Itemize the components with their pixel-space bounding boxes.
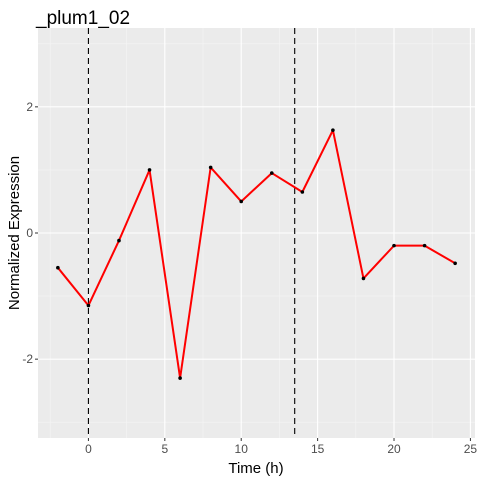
y-axis: -2 0 2 [22,100,38,366]
data-point [422,243,427,248]
chart-title: _plum1_02 [35,8,130,29]
series-layer [56,128,457,380]
x-tick-label: 25 [464,442,478,456]
reference-lines [87,28,296,438]
data-point [392,243,396,248]
series-line [57,129,456,380]
y-tick-label: 0 [26,226,33,240]
data-point [300,190,305,194]
data-point [239,199,244,204]
data-point [117,238,121,243]
y-axis-title: Normalized Expression [6,156,23,310]
data-point [56,265,60,270]
y-tick-label: -2 [22,352,33,366]
data-point [361,276,366,281]
data-point [453,261,457,266]
x-axis-title: Time (h) [228,460,283,477]
x-tick-label: 15 [311,442,325,456]
data-point [208,165,213,170]
x-tick-label: 20 [387,442,401,456]
x-tick-label: 10 [235,442,249,456]
x-tick-label: 5 [161,442,168,456]
x-axis: 0 5 10 15 20 25 [85,438,477,456]
data-point [178,376,182,380]
y-tick-label: 2 [26,100,33,114]
data-point [331,128,335,132]
x-tick-label: 0 [85,442,92,456]
data-point [269,171,274,175]
data-point [147,168,152,172]
data-point [86,303,91,308]
